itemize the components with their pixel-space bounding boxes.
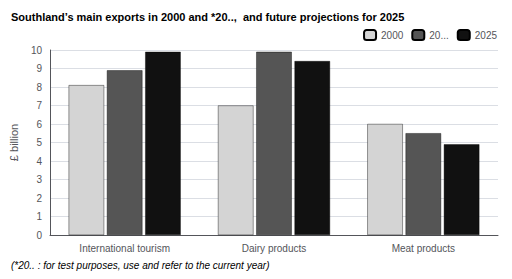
- svg-text:(*20.. : for test purposes, us: (*20.. : for test purposes, use and refe…: [11, 260, 269, 271]
- svg-text:4: 4: [36, 156, 42, 167]
- svg-text:8: 8: [36, 82, 42, 93]
- svg-text:2000: 2000: [381, 30, 404, 41]
- svg-text:Meat products: Meat products: [392, 243, 455, 254]
- svg-text:10: 10: [31, 45, 43, 56]
- svg-text:9: 9: [36, 63, 42, 74]
- svg-text:5: 5: [36, 137, 42, 148]
- svg-text:3: 3: [36, 174, 42, 185]
- svg-text:1: 1: [36, 211, 42, 222]
- svg-text:International tourism: International tourism: [79, 243, 170, 254]
- svg-text:0: 0: [36, 230, 42, 241]
- svg-text:6: 6: [36, 119, 42, 130]
- svg-text:Southland’s main exports in 20: Southland’s main exports in 2000 and *20…: [11, 11, 404, 23]
- svg-text:£ billion: £ billion: [8, 124, 20, 161]
- svg-text:2: 2: [36, 193, 42, 204]
- svg-text:2025: 2025: [475, 30, 498, 41]
- svg-text:7: 7: [36, 100, 42, 111]
- svg-text:Dairy products: Dairy products: [242, 243, 306, 254]
- svg-text:20...: 20...: [429, 30, 448, 41]
